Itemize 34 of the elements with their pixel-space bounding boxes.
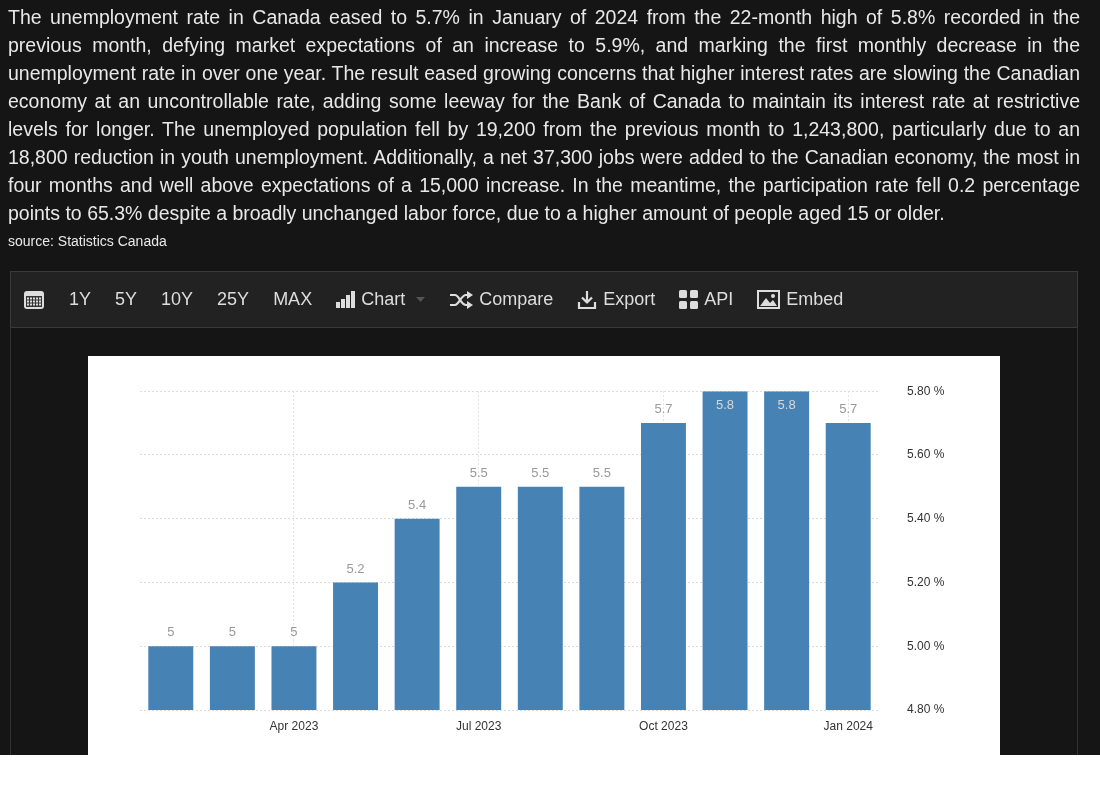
data-label: 5.4 <box>408 496 427 512</box>
y-tick-label: 5.00 % <box>907 638 945 653</box>
chart-subtitle: The unemployment rate in Canada eased to 5.7% in January of 2024 from the 22-month high of 5.8% recorded in the previous month, defying market expectations of an increase to 5.9%, and marking the first monthly decrease in the unemployment rate in over one year. The result eased growing concerns that higher interest rates are slowing the Canadian economy at an uncontrollable rate, adding some leeway for the Bank of Canada to maintain its interest rate at restrictive levels for longer. The unemployed population fell by 19,200 from the previous month to 1,243,800, particularly due to an 18,800 reduction in youth unemployment. Additionally, a net 37,300 jobs were added to the Canadian economy, the most in four months and well above expectations of a 15,000 increase. In the meantime, the participation rate fell 0.2 percentage points to 65.3% despite a broadly unchanged labor force, due to a higher amount of people aged 15 or older. <box>8 5 1080 226</box>
x-tick-label: Apr 2023 <box>269 718 319 733</box>
data-label: 5.7 <box>839 401 858 417</box>
y-tick-label: 4.80 % <box>907 702 945 717</box>
text: Embed <box>786 289 844 310</box>
text: API <box>704 289 734 310</box>
y-tick-label: 5.60 % <box>907 447 945 462</box>
x-tick-label: Oct 2023 <box>639 718 689 733</box>
data-label: 5.5 <box>531 464 550 480</box>
data-label: 5.8 <box>716 397 735 413</box>
text: Export <box>603 289 656 310</box>
data-label: 5 <box>167 624 175 640</box>
data-label: 5.8 <box>777 397 796 413</box>
text: Compare <box>479 289 554 310</box>
text: 1Y <box>69 289 92 310</box>
data-label: 5 <box>228 624 236 640</box>
text: MAX <box>273 289 313 310</box>
data-label: 5.2 <box>346 560 365 576</box>
x-tick-label: Jan 2024 <box>823 718 874 733</box>
source-note: source: Statistics Canada <box>8 232 167 251</box>
text: Chart <box>361 289 406 310</box>
x-tick-label: Jul 2023 <box>456 718 502 733</box>
text: 5Y <box>115 289 138 310</box>
data-label: 5 <box>290 624 298 640</box>
y-tick-label: 5.80 % <box>907 383 945 398</box>
text: 10Y <box>161 289 194 310</box>
data-label: 5.5 <box>469 464 488 480</box>
data-label: 5.7 <box>654 401 673 417</box>
y-tick-label: 5.40 % <box>907 511 945 526</box>
data-label: 5.5 <box>592 464 611 480</box>
text: 25Y <box>217 289 250 310</box>
y-tick-label: 5.20 % <box>907 574 945 589</box>
